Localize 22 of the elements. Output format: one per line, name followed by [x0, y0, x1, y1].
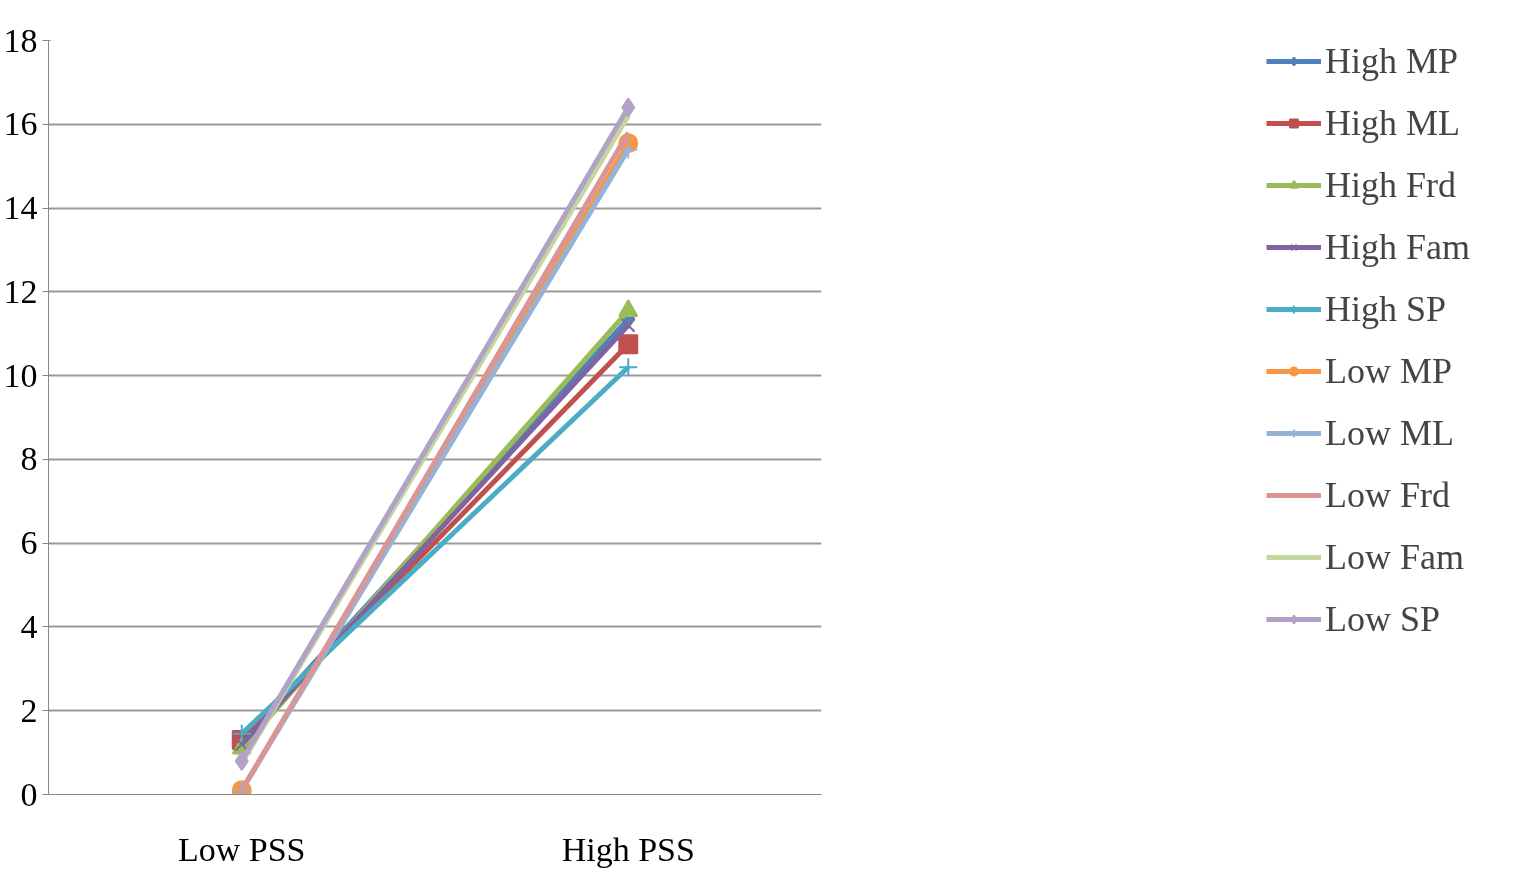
y-tick-label: 10 [3, 356, 38, 394]
y-tick-label: 14 [3, 189, 38, 227]
y-tick-label: 4 [20, 607, 38, 645]
legend-label: Low Frd [1324, 474, 1450, 516]
legend-label: High SP [1324, 288, 1447, 330]
y-tick-label: 6 [20, 524, 38, 562]
legend-label: Low SP [1324, 598, 1441, 640]
x-tick-label: Low PSS [177, 830, 306, 868]
legend-label: Low Fam [1324, 536, 1464, 578]
y-tick-label: 12 [3, 272, 38, 310]
legend-label: High MP [1324, 40, 1459, 82]
y-tick-label: 0 [20, 775, 38, 813]
y-tick-label: 16 [3, 105, 38, 143]
x-tick-label: High PSS [561, 830, 695, 868]
y-tick-label: 2 [20, 691, 38, 729]
y-tick-label: 18 [3, 21, 38, 59]
legend-label: Low MP [1324, 350, 1453, 392]
y-tick-label: 8 [20, 440, 38, 478]
legend-label: High Frd [1324, 164, 1456, 206]
legend-label: High ML [1324, 102, 1460, 144]
legend-label: High Fam [1324, 226, 1470, 268]
legend-label: Low ML [1324, 412, 1454, 454]
